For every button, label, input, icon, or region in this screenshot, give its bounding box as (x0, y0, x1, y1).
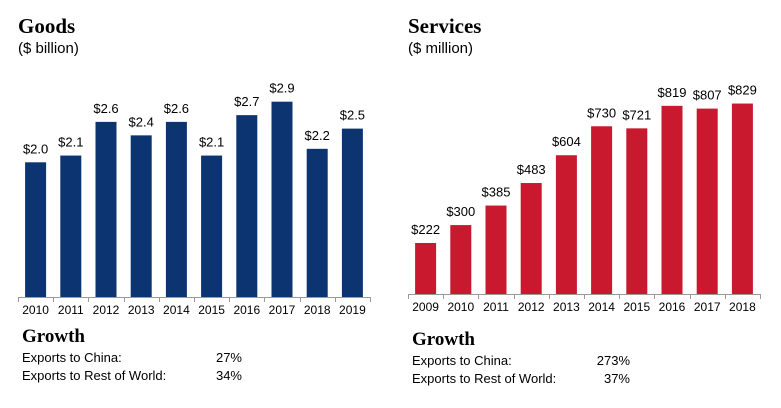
goods-data-label-2012: $2.6 (93, 101, 118, 116)
services-data-label-2017: $807 (693, 88, 722, 103)
goods-bar-2014 (165, 121, 187, 297)
services-panel: Services ($ million) $222 2009 $300 2010 $38… (408, 0, 763, 408)
services-growth-china-value: 273% (596, 353, 630, 368)
goods-bar-2011 (60, 155, 82, 297)
goods-growth-rest-value: 34% (215, 368, 242, 383)
services-data-label-2014: $730 (587, 105, 616, 120)
services-bar-2014 (591, 126, 613, 295)
goods-growth-row-rest: Exports to Rest of World: 34% (22, 368, 242, 385)
services-bar-2009 (415, 242, 437, 294)
services-growth-china-label: Exports to China: (412, 353, 512, 368)
goods-tick-label-2016: 2016 (233, 303, 260, 317)
goods-bar-2016 (236, 115, 258, 297)
services-data-label-2011: $385 (482, 185, 511, 200)
services-bar-2012 (520, 183, 542, 294)
services-data-label-2009: $222 (411, 222, 440, 237)
goods-tick-label-2011: 2011 (58, 303, 84, 317)
goods-bar-2010 (25, 162, 47, 297)
goods-growth-title: Growth (22, 326, 85, 347)
services-unit: ($ million) (408, 40, 474, 57)
services-tick-label-2011: 2011 (483, 300, 509, 314)
services-bar-2013 (555, 155, 577, 294)
goods-data-label-2017: $2.9 (269, 81, 294, 96)
services-tick-label-2018: 2018 (729, 300, 756, 314)
goods-data-label-2010: $2.0 (23, 141, 48, 156)
goods-tick-label-2010: 2010 (22, 303, 49, 317)
services-growth-title: Growth (412, 329, 475, 350)
goods-title: Goods (18, 14, 76, 38)
services-tick-label-2014: 2014 (588, 300, 615, 314)
services-growth-rest-label: Exports to Rest of World: (412, 371, 557, 386)
goods-bar-2012 (95, 121, 117, 297)
goods-growth-china-value: 27% (215, 350, 242, 365)
goods-tick-label-2018: 2018 (304, 303, 331, 317)
goods-data-label-2013: $2.4 (129, 114, 154, 129)
goods-tick-label-2014: 2014 (163, 303, 190, 317)
goods-growth-china-label: Exports to China: (22, 350, 122, 365)
services-growth-rest-value: 37% (603, 371, 630, 386)
services-tick-label-2016: 2016 (659, 300, 686, 314)
services-data-label-2013: $604 (552, 134, 581, 149)
goods-bar-2015 (201, 155, 223, 297)
goods-growth-rest-label: Exports to Rest of World: (22, 368, 167, 383)
goods-tick-label-2013: 2013 (128, 303, 155, 317)
goods-bar-2018 (306, 148, 328, 297)
services-bar-2017 (696, 108, 718, 294)
services-bar-2018 (731, 103, 753, 294)
services-tick-label-2015: 2015 (623, 300, 650, 314)
goods-bar-2013 (130, 135, 152, 297)
services-bar-2010 (450, 225, 472, 294)
goods-bar-2019 (341, 128, 363, 297)
services-data-label-2012: $483 (517, 162, 546, 177)
services-bar-2016 (661, 105, 683, 294)
services-data-label-2015: $721 (622, 107, 651, 122)
services-bar-2015 (626, 128, 648, 294)
goods-tick-label-2019: 2019 (339, 303, 366, 317)
services-tick-label-2013: 2013 (553, 300, 580, 314)
services-bar-2011 (485, 205, 507, 294)
services-data-label-2010: $300 (446, 204, 475, 219)
goods-data-label-2011: $2.1 (58, 135, 83, 150)
goods-data-label-2019: $2.5 (340, 108, 365, 123)
goods-growth-row-china: Exports to China: 27% (22, 350, 242, 367)
goods-tick-label-2012: 2012 (93, 303, 120, 317)
services-data-label-2016: $819 (658, 85, 687, 100)
goods-data-label-2016: $2.7 (234, 94, 259, 109)
services-growth-row-rest: Exports to Rest of World: 37% (412, 371, 630, 388)
services-data-label-2018: $829 (728, 83, 757, 98)
goods-data-label-2018: $2.2 (305, 128, 330, 143)
goods-data-label-2015: $2.1 (199, 135, 224, 150)
goods-chart: $2.0 2010 $2.1 2011 $2.6 2012 $2.4 2013 $2.6 2014… (18, 81, 371, 317)
services-growth-row-china: Exports to China: 273% (412, 353, 630, 370)
services-title: Services (408, 14, 482, 38)
goods-tick-label-2015: 2015 (198, 303, 225, 317)
goods-panel: Goods ($ billion) $2.0 2010 $2.1 2011 $2.6 20… (18, 0, 373, 408)
goods-bar-2017 (271, 101, 293, 297)
goods-tick-label-2017: 2017 (269, 303, 296, 317)
goods-data-label-2014: $2.6 (164, 101, 189, 116)
services-tick-label-2017: 2017 (694, 300, 721, 314)
services-tick-label-2010: 2010 (447, 300, 474, 314)
services-tick-label-2009: 2009 (412, 300, 439, 314)
services-tick-label-2012: 2012 (518, 300, 545, 314)
goods-unit: ($ billion) (18, 40, 79, 57)
services-chart: $222 2009 $300 2010 $385 2011 $483 2012 $604 2013… (408, 83, 761, 314)
